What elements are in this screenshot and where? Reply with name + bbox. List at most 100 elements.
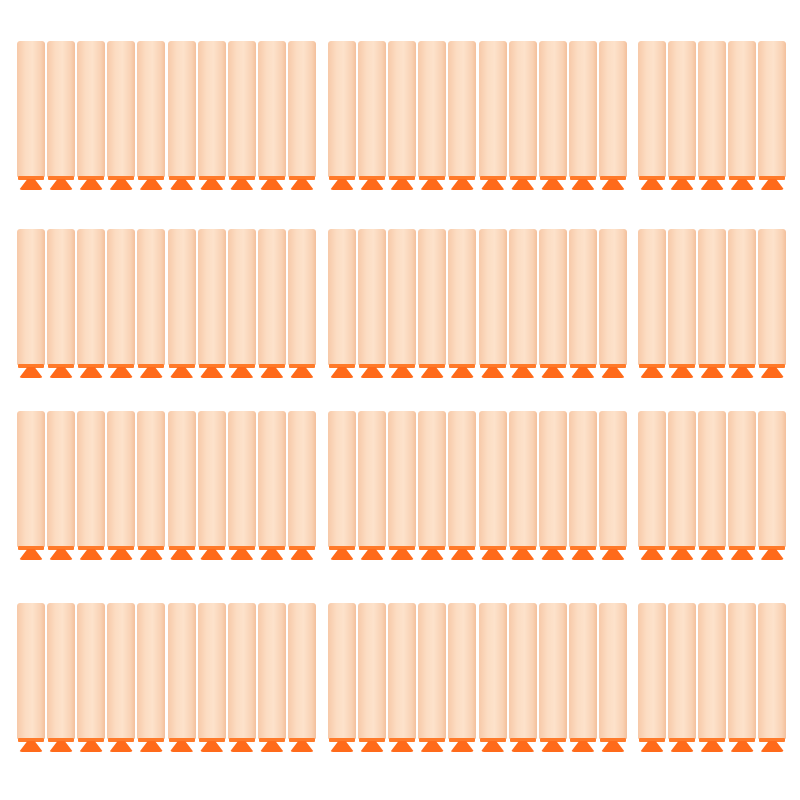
dart-foam-body: [598, 411, 627, 547]
foam-dart: [77, 411, 106, 561]
dart-foam-body: [758, 411, 787, 547]
dart-suction-tip: [570, 741, 595, 752]
dart-foam-body: [197, 41, 226, 177]
dart-foam-body: [77, 411, 106, 547]
dart-foam-body: [478, 229, 507, 365]
dart-collar: [228, 364, 255, 368]
dart-suction-tip: [700, 179, 725, 190]
dart-collar: [288, 176, 315, 180]
dart-foam-body: [197, 229, 226, 365]
foam-dart: [448, 41, 477, 191]
dart-foam-body: [668, 41, 697, 177]
foam-dart: [358, 41, 387, 191]
dart-collar: [359, 176, 386, 180]
dart-collar: [168, 546, 195, 550]
dart-collar: [48, 364, 75, 368]
foam-dart: [167, 229, 196, 379]
dart-collar: [729, 546, 756, 550]
dart-suction-tip: [259, 549, 284, 560]
dart-suction-tip: [109, 549, 134, 560]
dart-suction-tip: [390, 741, 415, 752]
foam-dart: [668, 603, 697, 753]
dart-collar: [759, 364, 786, 368]
dart-collar: [329, 364, 355, 368]
foam-dart: [287, 41, 316, 191]
dart-foam-body: [668, 603, 697, 739]
foam-dart: [358, 229, 387, 379]
dart-collar: [138, 546, 165, 550]
dart-collar: [639, 364, 665, 368]
dart-collar: [509, 546, 536, 550]
dart-foam-body: [137, 411, 166, 547]
dart-collar: [599, 176, 626, 180]
dart-foam-body: [77, 229, 106, 365]
dart-foam-body: [388, 603, 417, 739]
foam-dart: [328, 603, 356, 753]
foam-dart: [328, 229, 356, 379]
dart-suction-tip: [49, 367, 74, 378]
dart-foam-body: [227, 41, 256, 177]
dart-suction-tip: [480, 367, 505, 378]
dart-foam-body: [167, 41, 196, 177]
foam-dart: [448, 229, 477, 379]
dart-suction-tip: [229, 179, 254, 190]
dart-suction-tip: [450, 741, 475, 752]
foam-dart: [358, 411, 387, 561]
dart-collar: [329, 176, 355, 180]
dart-collar: [258, 738, 285, 742]
dart-foam-body: [17, 41, 45, 177]
dart-collar: [78, 176, 105, 180]
dart-foam-body: [508, 603, 537, 739]
dart-collar: [639, 176, 665, 180]
foam-dart: [77, 603, 106, 753]
foam-dart: [638, 603, 666, 753]
dart-foam-body: [638, 41, 666, 177]
dart-collar: [168, 364, 195, 368]
foam-dart: [698, 411, 727, 561]
dart-foam-body: [257, 411, 286, 547]
dart-suction-tip: [390, 367, 415, 378]
dart-suction-tip: [640, 179, 664, 190]
dart-foam-body: [758, 229, 787, 365]
foam-dart: [257, 603, 286, 753]
dart-suction-tip: [640, 549, 664, 560]
foam-dart: [598, 411, 627, 561]
dart-foam-body: [698, 41, 727, 177]
dart-suction-tip: [360, 367, 385, 378]
dart-suction-tip: [450, 367, 475, 378]
dart-suction-tip: [420, 179, 445, 190]
dart-suction-tip: [79, 549, 104, 560]
dart-suction-tip: [259, 179, 284, 190]
foam-dart: [598, 41, 627, 191]
dart-suction-tip: [259, 741, 284, 752]
dart-collar: [419, 546, 446, 550]
dart-suction-tip: [730, 179, 755, 190]
dart-collar: [78, 738, 105, 742]
dart-suction-tip: [139, 179, 164, 190]
dart-collar: [359, 364, 386, 368]
dart-suction-tip: [480, 741, 505, 752]
dart-collar: [18, 364, 44, 368]
dart-collar: [168, 738, 195, 742]
dart-collar: [699, 738, 726, 742]
dart-suction-tip: [670, 741, 695, 752]
foam-dart: [668, 229, 697, 379]
dart-foam-body: [568, 603, 597, 739]
dart-foam-body: [448, 41, 477, 177]
foam-dart: [257, 411, 286, 561]
dart-collar: [288, 546, 315, 550]
foam-dart: [758, 411, 787, 561]
dart-collar: [329, 738, 355, 742]
dart-suction-tip: [540, 741, 565, 752]
dart-collar: [258, 364, 285, 368]
foam-dart: [448, 603, 477, 753]
foam-dart: [287, 229, 316, 379]
foam-dart: [287, 603, 316, 753]
dart-collar: [359, 738, 386, 742]
dart-suction-tip: [79, 741, 104, 752]
foam-dart: [77, 41, 106, 191]
dart-foam-body: [167, 229, 196, 365]
dart-collar: [669, 738, 696, 742]
foam-dart: [478, 603, 507, 753]
dart-collar: [78, 364, 105, 368]
